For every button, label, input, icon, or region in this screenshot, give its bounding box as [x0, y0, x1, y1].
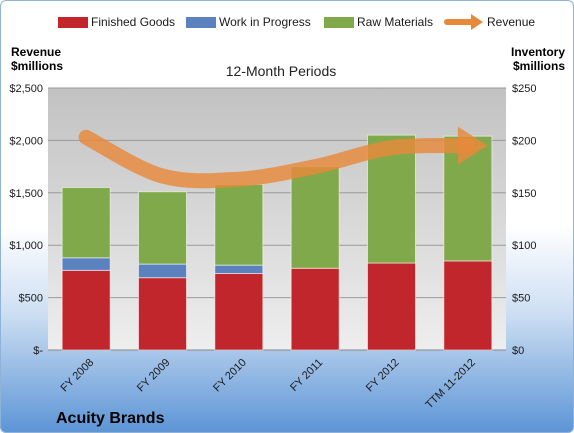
bar-raw-materials-fy-2011	[290, 166, 340, 269]
bar-series	[61, 134, 493, 351]
legend: Finished Goods Work in Progress Raw Materi…	[58, 14, 535, 30]
bar-finished-goods-fy-2010	[214, 272, 264, 351]
legend-label-finished-goods: Finished Goods	[91, 15, 175, 29]
legend-label-work-in-progress: Work in Progress	[219, 15, 311, 29]
left-tick-label: $1,500	[9, 188, 43, 200]
company-name: Acuity Brands	[56, 410, 165, 427]
bar-work-in-progress-fy-2008	[61, 257, 111, 271]
bar-finished-goods-fy-2012	[367, 262, 416, 351]
bar-finished-goods-ttm-11-2012	[443, 260, 493, 351]
legend-swatch-raw-materials	[324, 17, 354, 28]
x-axis-ticks: FY 2008 FY 2009 FY 2010 FY 2011 FY 2012 TTM 1…	[59, 357, 478, 412]
bar-finished-goods-fy-2009	[138, 277, 187, 351]
bar-raw-materials-fy-2010	[214, 183, 264, 266]
left-tick-label: $2,000	[9, 135, 43, 147]
left-tick-label: $2,500	[9, 83, 43, 95]
bar-raw-materials-fy-2008	[61, 187, 111, 259]
left-axis-ticks: $- $500 $1,000 $1,500 $2,000 $2,500	[9, 83, 43, 357]
right-tick-label: $200	[512, 135, 536, 147]
x-tick-label: FY 2008	[59, 357, 97, 395]
right-axis-title-line2: $millions	[513, 59, 565, 73]
right-tick-label: $150	[512, 188, 536, 200]
left-axis-title-line1: Revenue	[11, 45, 61, 59]
bar-finished-goods-fy-2008	[61, 269, 111, 351]
gridlines	[48, 87, 506, 351]
right-axis-ticks: $0 $50 $100 $150 $200 $250	[512, 83, 536, 357]
revenue-line-path	[78, 129, 476, 189]
right-tick-label: $100	[512, 240, 536, 252]
legend-arrow-revenue	[471, 14, 483, 30]
right-tick-label: $250	[512, 83, 536, 95]
chart-subtitle: 12-Month Periods	[226, 63, 337, 79]
plot-area	[48, 88, 506, 350]
left-axis-title-line2: $millions	[11, 59, 63, 73]
left-tick-label: $1,000	[9, 240, 43, 252]
bar-work-in-progress-fy-2010	[214, 264, 264, 274]
x-tick-label: FY 2011	[288, 357, 325, 394]
left-tick-label: $500	[19, 293, 43, 305]
legend-swatch-work-in-progress	[186, 17, 216, 28]
legend-label-raw-materials: Raw Materials	[357, 15, 433, 29]
right-tick-label: $50	[512, 293, 530, 305]
legend-label-revenue: Revenue	[487, 15, 535, 29]
right-axis-title-line1: Inventory	[511, 45, 565, 59]
bar-finished-goods-fy-2011	[290, 267, 340, 351]
x-tick-label: TTM 11-2012	[423, 357, 478, 412]
left-tick-label: $-	[33, 345, 43, 357]
bar-work-in-progress-fy-2009	[138, 263, 187, 279]
right-tick-label: $0	[512, 345, 524, 357]
revenue-arrowhead	[457, 126, 488, 165]
x-tick-label: FY 2009	[135, 357, 173, 395]
x-tick-label: FY 2010	[211, 357, 249, 395]
legend-swatch-finished-goods	[58, 17, 88, 28]
revenue-line	[78, 126, 488, 189]
bar-raw-materials-fy-2009	[138, 191, 187, 265]
x-tick-label: FY 2012	[364, 357, 402, 395]
